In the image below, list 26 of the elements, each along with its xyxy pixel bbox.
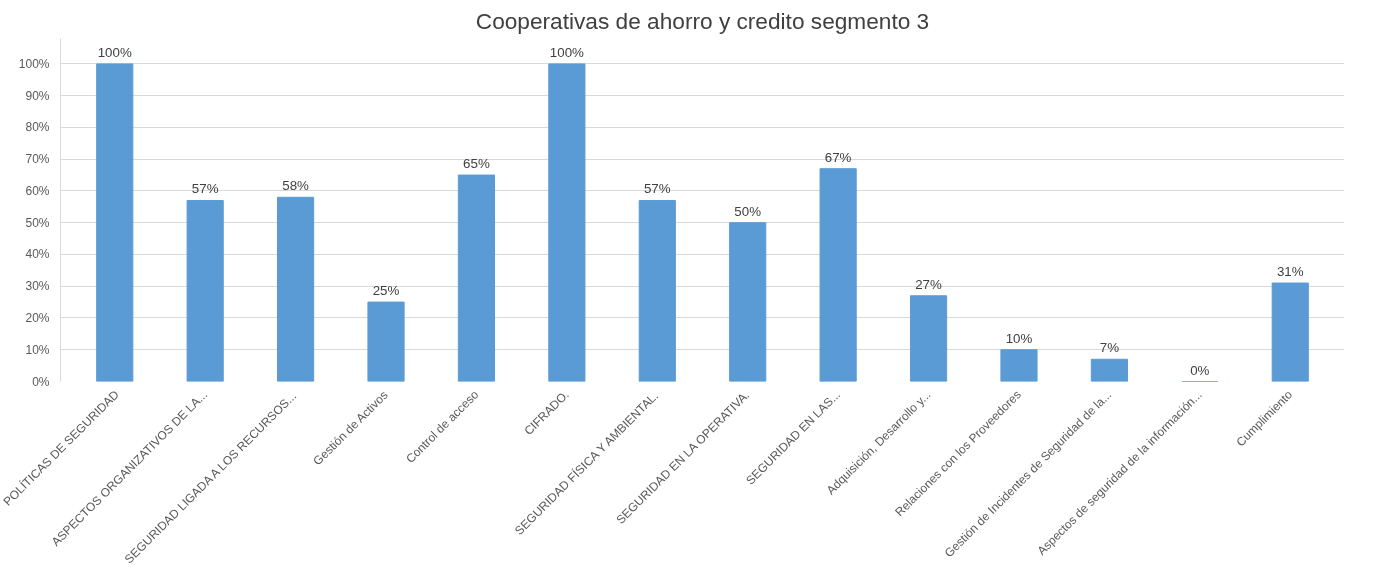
- y-tick-label: 60%: [25, 183, 50, 198]
- data-label: 67%: [824, 149, 852, 165]
- data-label: 50%: [734, 203, 762, 219]
- data-label: 100%: [97, 44, 132, 60]
- data-label: 25%: [372, 283, 400, 299]
- data-label: 10%: [1005, 330, 1033, 346]
- y-tick-label: 80%: [25, 120, 50, 135]
- y-tick-label: 30%: [25, 279, 50, 294]
- data-label: 100%: [549, 44, 585, 60]
- data-label: 0%: [1190, 362, 1210, 378]
- data-label: 57%: [191, 181, 219, 197]
- y-tick-label: 90%: [25, 88, 50, 103]
- data-label: 7%: [1099, 340, 1120, 356]
- y-tick-label: 0%: [32, 374, 50, 389]
- y-tick-label: 100%: [18, 56, 50, 71]
- y-tick-label: 10%: [25, 342, 50, 357]
- data-label: 27%: [915, 276, 943, 292]
- data-label: 58%: [282, 178, 310, 194]
- y-tick-label: 70%: [25, 152, 50, 167]
- y-tick-label: 40%: [25, 247, 50, 262]
- data-label: 65%: [463, 156, 490, 172]
- chart-title: Cooperativas de ahorro y credito segmento 3: [475, 7, 930, 34]
- y-tick-label: 50%: [25, 215, 50, 230]
- y-tick-label: 20%: [25, 310, 50, 325]
- data-label: 57%: [643, 181, 671, 197]
- data-label: 31%: [1276, 264, 1304, 280]
